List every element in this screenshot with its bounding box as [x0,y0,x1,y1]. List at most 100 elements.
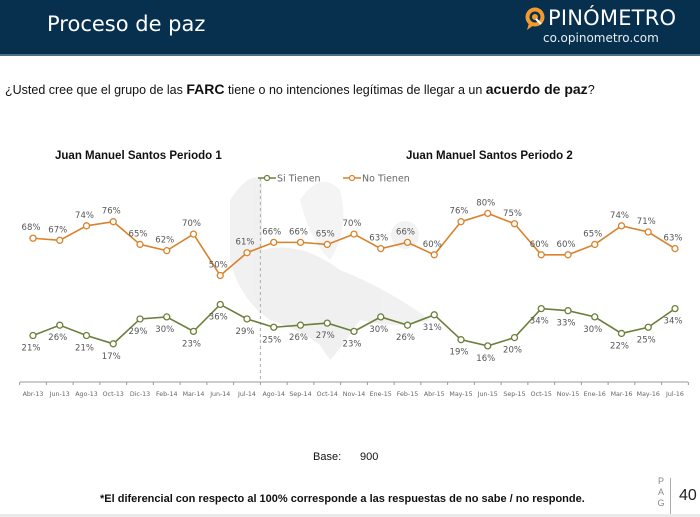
data-label: 22% [610,341,629,351]
data-label: 61% [236,238,255,248]
data-point [510,333,519,342]
data-label: 75% [503,209,522,219]
legend-marker-icon [263,174,271,182]
series-no-tienen: 68% 67% 74% 76% 65% 62% 70% 50% 61% 66% 66% 65% 70% 6… [22,198,682,280]
data-label: 76% [102,207,121,217]
data-point [82,331,91,340]
line-chart: Abr-13 Jun-13 Ago-13 Oct-13 Dic-13 Feb-14 Mar-… [19,174,689,398]
x-tick-label: Oct-14 [317,391,338,398]
data-label: 74% [610,211,629,221]
x-tick-label: Ago-13 [75,391,98,398]
data-label: 30% [155,325,174,335]
data-label: 16% [476,354,495,364]
data-point [189,327,198,336]
data-point [617,329,626,338]
data-label: 65% [583,229,602,239]
data-label: 29% [129,327,148,337]
data-point [350,230,358,238]
chart-series: 21% 26% 21% 17% 29% 30% 23% 36% 29% 25% 26% 27% 23% 3… [22,198,683,363]
footnote: *El diferencial con respecto al 100% cor… [100,493,585,505]
data-label: 63% [369,234,388,244]
data-point [82,222,91,230]
data-label: 25% [262,335,281,345]
data-label: 71% [637,217,656,227]
x-tick-label: Ene-15 [370,391,392,398]
x-tick-label: Ene-16 [584,391,606,398]
data-point [243,315,251,323]
data-label: 21% [22,344,41,354]
data-point [136,315,144,323]
page-number: 40 [679,487,697,504]
question-text-3: ? [587,83,595,97]
data-point [56,236,64,244]
data-point [537,304,545,313]
pag-letter: G [657,498,665,508]
data-point [350,327,358,336]
data-label: 80% [476,198,495,208]
data-point [377,244,385,253]
question-text-2: tiene o no intenciones legítimas de lleg… [224,83,486,97]
data-point [484,342,492,350]
data-point [216,300,224,309]
data-label: 68% [22,223,41,233]
x-tick-label: Sep-15 [503,391,525,398]
base-label: Base: [313,451,342,463]
data-point [457,336,465,344]
data-label: 25% [637,335,656,345]
legend-marker-icon [348,174,356,182]
data-label: 66% [262,227,281,237]
data-label: 67% [48,225,67,235]
x-tick-label: Jun-13 [49,391,70,398]
x-tick-label: Sep-14 [289,391,311,398]
question-acuerdo: acuerdo de paz [485,81,588,97]
data-point [243,249,251,257]
legend-label: No Tienen [362,174,410,185]
data-label: 20% [503,346,522,356]
question-text-1: ¿Usted cree que el grupo de las [5,83,187,97]
page-title: Proceso de paz [47,12,206,36]
data-label: 23% [343,339,362,349]
data-point [430,251,438,259]
data-label: 65% [129,229,148,239]
data-label: 23% [182,339,201,349]
x-tick-label: Feb-14 [156,391,177,398]
data-label: 34% [530,317,549,327]
logo-name: PINÓMETRO [548,6,677,30]
x-tick-label: Nov-15 [557,391,579,398]
survey-question: ¿Usted cree que el grupo de las FARC tie… [5,81,595,97]
data-point [323,240,331,249]
data-point [377,313,385,321]
period-1-label: Juan Manuel Santos Periodo 1 [55,150,222,162]
pag-letter: A [657,487,664,497]
data-point [296,238,305,247]
data-point [671,304,679,313]
data-point [537,251,545,259]
series-si-tienen: 21% 26% 21% 17% 29% 30% 23% 36% 29% 25% 26% 27% 23% 3… [22,300,683,364]
x-tick-label: Abr-13 [23,391,44,398]
data-point [189,230,198,238]
data-point [591,313,599,321]
data-point [644,228,652,236]
data-point [270,238,278,247]
data-point [564,251,572,259]
x-tick-label: Oct-13 [103,391,124,398]
data-label: 74% [75,211,94,221]
data-label: 36% [209,312,228,322]
data-point [617,222,626,230]
legend-label: Si Tienen [277,174,321,185]
data-label: 26% [289,333,308,343]
header-bar: Proceso de paz PINÓMETRO co.opinometro.c… [0,0,700,56]
bottom-rule [0,514,700,517]
data-label: 65% [316,229,335,239]
pag-letter: P [657,476,664,486]
data-label: 27% [316,331,335,341]
data-point [403,238,412,247]
speech-bubble-icon [525,7,545,30]
data-label: 34% [664,317,683,327]
data-point [457,218,465,226]
data-point [296,321,305,329]
logo-url: co.opinometro.com [543,31,659,45]
data-label: 66% [289,227,308,237]
x-tick-label: Jul-14 [237,391,256,398]
data-point [591,240,599,249]
